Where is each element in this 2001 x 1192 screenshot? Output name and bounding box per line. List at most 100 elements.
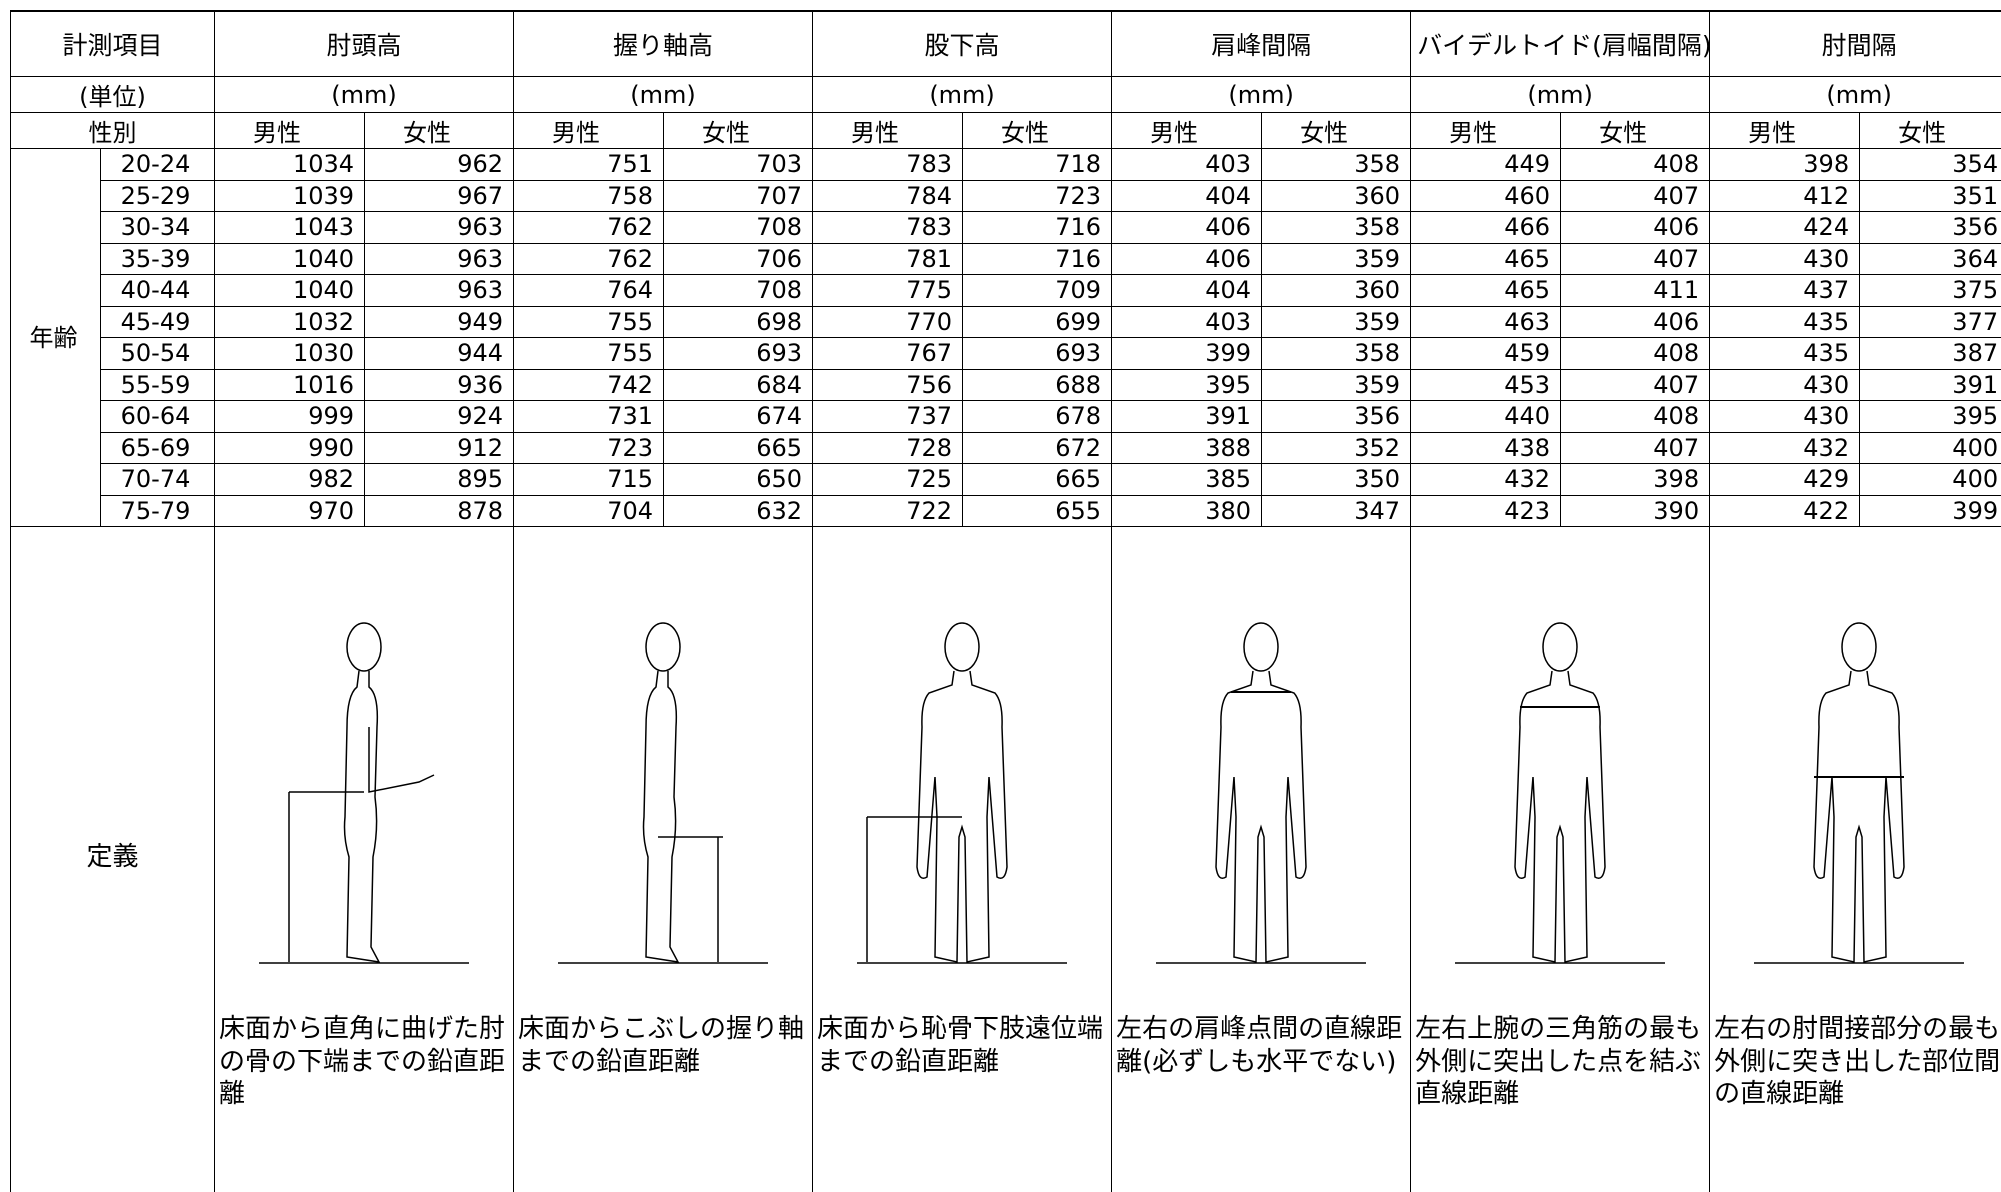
body — [1514, 670, 1606, 963]
value-cell: 347 — [1261, 494, 1412, 527]
sex-name: 女性 — [1261, 112, 1412, 149]
figure — [259, 622, 470, 964]
value-cell: 404 — [1111, 179, 1263, 212]
definition-label: 定義 — [10, 526, 216, 1192]
value-cell: 356 — [1261, 400, 1412, 433]
value-cell: 737 — [812, 400, 964, 433]
value-cell: 463 — [1410, 305, 1562, 338]
value-cell: 352 — [1261, 431, 1412, 464]
value-cell: 715 — [513, 463, 665, 496]
value-cell: 924 — [364, 400, 515, 433]
data-row: 55-59 1016 936 742 684 756 688 395 359 453 407 430 3… — [11, 368, 2001, 401]
value-cell: 674 — [663, 400, 814, 433]
value-cell: 395 — [1859, 400, 2001, 433]
sex-name: 女性 — [1859, 112, 2001, 149]
value-cell: 936 — [364, 368, 515, 401]
value-cell: 465 — [1410, 274, 1562, 307]
value-cell: 708 — [663, 274, 814, 307]
value-cell: 716 — [962, 242, 1113, 275]
value-cell: 678 — [962, 400, 1113, 433]
value-cell: 1039 — [214, 179, 366, 212]
value-cell: 758 — [513, 179, 665, 212]
value-cell: 380 — [1111, 494, 1263, 527]
value-cell: 407 — [1560, 431, 1711, 464]
data-row: 35-39 1040 963 762 706 781 716 406 359 465 407 430 3… — [11, 242, 2001, 275]
page: 計測項目 肘頭高 握り軸高 股下高 肩峰間隔 バイデルトイド(肩幅間隔) 肘間隔 (単位) (m… — [10, 10, 2001, 1192]
age-group: 45-49 — [99, 305, 216, 338]
value-cell: 944 — [364, 337, 515, 370]
value-cell: 358 — [1261, 148, 1412, 181]
body — [916, 670, 1008, 963]
value-cell: 390 — [1560, 494, 1711, 527]
value-cell: 1016 — [214, 368, 366, 401]
data-row: 45-49 1032 949 755 698 770 699 403 359 463 406 435 3… — [11, 305, 2001, 338]
value-cell: 709 — [962, 274, 1113, 307]
value-cell: 435 — [1709, 337, 1861, 370]
value-cell: 895 — [364, 463, 515, 496]
value-cell: 404 — [1111, 274, 1263, 307]
value-cell: 756 — [812, 368, 964, 401]
age-group: 55-59 — [99, 368, 216, 401]
definition-text: 床面からこぶしの握り軸までの鉛直距離 — [518, 1014, 805, 1077]
column-unit: (mm) — [513, 76, 814, 113]
head — [1542, 622, 1578, 672]
value-cell: 1032 — [214, 305, 366, 338]
value-cell: 698 — [663, 305, 814, 338]
sex-name: 男性 — [1709, 112, 1861, 149]
sex-name: 男性 — [1410, 112, 1562, 149]
definition-cell: 床面からこぶしの握り軸までの鉛直距離 — [513, 526, 814, 1192]
column-name: 肩峰間隔 — [1111, 10, 1412, 77]
value-cell: 632 — [663, 494, 814, 527]
data-row: 30-34 1043 963 762 708 783 716 406 358 466 406 424 3… — [11, 211, 2001, 244]
definition-cell: 床面から直角に曲げた肘の骨の下端までの鉛直距離 — [214, 526, 515, 1192]
value-cell: 722 — [812, 494, 964, 527]
body — [642, 670, 680, 963]
value-cell: 731 — [513, 400, 665, 433]
value-cell: 385 — [1111, 463, 1263, 496]
value-cell: 688 — [962, 368, 1113, 401]
value-cell: 775 — [812, 274, 964, 307]
value-cell: 430 — [1709, 400, 1861, 433]
value-cell: 438 — [1410, 431, 1562, 464]
column-name: 肘頭高 — [214, 10, 515, 77]
value-cell: 406 — [1111, 242, 1263, 275]
unit-label: (単位) — [10, 76, 216, 113]
value-cell: 999 — [214, 400, 366, 433]
value-cell: 459 — [1410, 337, 1562, 370]
value-cell: 359 — [1261, 305, 1412, 338]
value-cell: 460 — [1410, 179, 1562, 212]
value-cell: 723 — [962, 179, 1113, 212]
value-cell: 408 — [1560, 337, 1711, 370]
body — [1215, 670, 1307, 963]
value-cell: 783 — [812, 148, 964, 181]
value-cell: 377 — [1859, 305, 2001, 338]
item-label: 計測項目 — [10, 10, 216, 77]
data-row: 60-64 999 924 731 674 737 678 391 356 440 408 430 39… — [11, 400, 2001, 433]
value-cell: 767 — [812, 337, 964, 370]
value-cell: 350 — [1261, 463, 1412, 496]
column-unit: (mm) — [1709, 76, 2001, 113]
value-cell: 449 — [1410, 148, 1562, 181]
column-unit: (mm) — [1410, 76, 1711, 113]
value-cell: 466 — [1410, 211, 1562, 244]
column-unit: (mm) — [1111, 76, 1412, 113]
age-label: 年齢 — [10, 148, 101, 527]
value-cell: 432 — [1709, 431, 1861, 464]
measurement-table: 計測項目 肘頭高 握り軸高 股下高 肩峰間隔 バイデルトイド(肩幅間隔) 肘間隔 (単位) (m… — [10, 10, 2001, 1192]
value-cell: 770 — [812, 305, 964, 338]
value-cell: 465 — [1410, 242, 1562, 275]
value-cell: 723 — [513, 431, 665, 464]
value-cell: 718 — [962, 148, 1113, 181]
value-cell: 699 — [962, 305, 1113, 338]
definition-text: 床面から直角に曲げた肘の骨の下端までの鉛直距離 — [219, 1014, 506, 1109]
figure — [1455, 622, 1666, 964]
value-cell: 650 — [663, 463, 814, 496]
column-name: 握り軸高 — [513, 10, 814, 77]
definition-text: 左右上腕の三角筋の最も外側に突出した点を結ぶ直線距離 — [1415, 1014, 1702, 1109]
head — [645, 622, 681, 672]
value-cell: 375 — [1859, 274, 2001, 307]
value-cell: 706 — [663, 242, 814, 275]
value-cell: 408 — [1560, 148, 1711, 181]
value-cell: 408 — [1560, 400, 1711, 433]
sex-name: 男性 — [812, 112, 964, 149]
